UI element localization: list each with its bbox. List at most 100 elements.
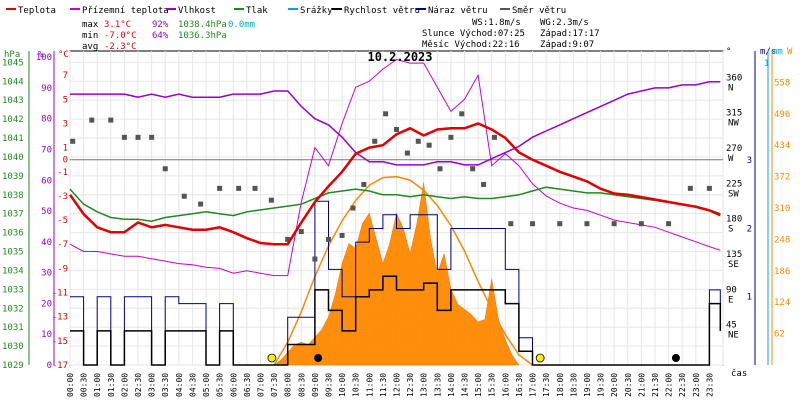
vlhkost-line: [70, 81, 721, 166]
dir-name-label: SE: [728, 260, 739, 270]
wind-direction-point: [426, 142, 432, 148]
wm2-tick-label: 62: [774, 330, 785, 340]
hpa-tick-label: 1033: [2, 285, 24, 295]
x-tick-label: 04:30: [188, 373, 197, 397]
legend-label: Vlhkost: [178, 6, 216, 16]
x-tick-label: 17:00: [529, 373, 538, 397]
wind-direction-point: [350, 205, 356, 211]
wind-direction-point: [236, 185, 242, 191]
dir-tick-label: 90: [726, 285, 737, 295]
hpa-tick-label: 1032: [2, 304, 24, 314]
temp-tick-label: -7: [57, 240, 68, 250]
x-axis-label: čas: [731, 368, 747, 379]
temp-tick-label: 3: [63, 119, 68, 129]
dir-tick-label: 180: [726, 215, 742, 225]
temp-tick-label: -15: [52, 337, 68, 347]
hpa-tick-label: 1035: [2, 248, 24, 258]
mm-tick-label: 1: [764, 59, 769, 69]
temp-tick-label: 5: [63, 95, 68, 105]
dir-axis-label: °: [726, 47, 731, 57]
hpa-tick-label: 1044: [2, 77, 24, 87]
stat-value: -7.0°C: [104, 31, 137, 41]
x-tick-label: 10:00: [338, 373, 347, 397]
dir-name-label: SW: [728, 189, 739, 199]
x-tick-label: 01:00: [93, 373, 102, 397]
wind-direction-point: [285, 236, 291, 242]
x-tick-label: 21:30: [651, 373, 660, 397]
x-tick-label: 07:00: [256, 373, 265, 397]
stat-value: 64%: [152, 31, 169, 41]
x-tick-label: 18:30: [569, 373, 578, 397]
x-tick-label: 16:00: [501, 373, 510, 397]
pct-tick-label: 10: [41, 330, 52, 340]
mm-axis-label: mm: [772, 47, 783, 57]
x-tick-label: 06:30: [243, 373, 252, 397]
temp-tick-label: -11: [52, 289, 68, 299]
wind-direction-point: [312, 256, 318, 262]
wm2-tick-label: 558: [774, 78, 790, 88]
x-tick-label: 08:00: [284, 373, 293, 397]
pct-tick-label: 30: [41, 269, 52, 279]
pct-tick-label: 50: [41, 207, 52, 217]
pct-tick-label: 70: [41, 146, 52, 156]
stat-value: 92%: [152, 20, 169, 30]
wind-direction-point: [687, 185, 693, 191]
stat-label: avg: [82, 42, 98, 52]
x-tick-label: 22:30: [678, 373, 687, 397]
wind-direction-point: [638, 221, 644, 227]
x-tick-label: 15:30: [488, 373, 497, 397]
wind-direction-point: [584, 221, 590, 227]
x-tick-label: 02:00: [120, 373, 129, 397]
wm2-tick-label: 434: [774, 141, 790, 151]
pct-tick-label: 60: [41, 176, 52, 186]
wind-direction-point: [361, 181, 367, 187]
hpa-tick-label: 1039: [2, 172, 24, 182]
x-tick-label: 10:30: [352, 373, 361, 397]
wind-direction-point: [268, 197, 274, 203]
hpa-tick-label: 1037: [2, 210, 24, 220]
dir-name-label: S: [728, 225, 733, 235]
wind-direction-point: [70, 138, 76, 144]
legend-label: Teplota: [18, 6, 56, 16]
wind-direction-point: [383, 111, 389, 117]
x-tick-label: 04:00: [175, 373, 184, 397]
x-tick-label: 00:00: [66, 373, 75, 397]
x-tick-label: 23:00: [692, 373, 701, 397]
wind-direction-point: [611, 221, 617, 227]
hpa-axis-label: hPa: [4, 50, 20, 60]
wind-direction-point: [706, 185, 712, 191]
x-tick-label: 22:00: [665, 373, 674, 397]
dir-name-label: W: [728, 154, 734, 164]
x-tick-label: 15:00: [474, 373, 483, 397]
pct-tick-label: 20: [41, 299, 52, 309]
hpa-tick-label: 1040: [2, 153, 24, 163]
wm2-tick-label: 124: [774, 298, 790, 308]
temp-tick-label: 7: [63, 71, 68, 81]
legend-label: Tlak: [246, 6, 268, 16]
hpa-tick-label: 1034: [2, 266, 24, 276]
x-tick-label: 09:30: [324, 373, 333, 397]
x-tick-label: 01:30: [107, 373, 116, 397]
dir-tick-label: 225: [726, 179, 742, 189]
pct-axis-label: %: [38, 50, 44, 60]
wind-direction-point: [530, 221, 536, 227]
pct-tick-label: 100: [36, 53, 52, 63]
ms-tick-label: 1: [747, 293, 752, 303]
wind-direction-point: [491, 134, 497, 140]
wind-direction-point: [508, 221, 514, 227]
x-tick-label: 03:00: [148, 373, 157, 397]
x-tick-label: 17:30: [542, 373, 551, 397]
wind-direction-point: [404, 150, 410, 156]
x-tick-label: 19:30: [597, 373, 606, 397]
x-tick-label: 20:00: [610, 373, 619, 397]
x-tick-label: 16:30: [515, 373, 524, 397]
legend-label: Směr větru: [512, 6, 566, 16]
stat-value: 1038.4hPa: [178, 20, 227, 30]
rychlost-vetru-line: [70, 275, 722, 366]
wind-direction-point: [470, 166, 476, 172]
pct-tick-label: 0: [47, 361, 52, 371]
stat-value: 3.1°C: [104, 20, 131, 30]
hpa-tick-label: 1030: [2, 342, 24, 352]
